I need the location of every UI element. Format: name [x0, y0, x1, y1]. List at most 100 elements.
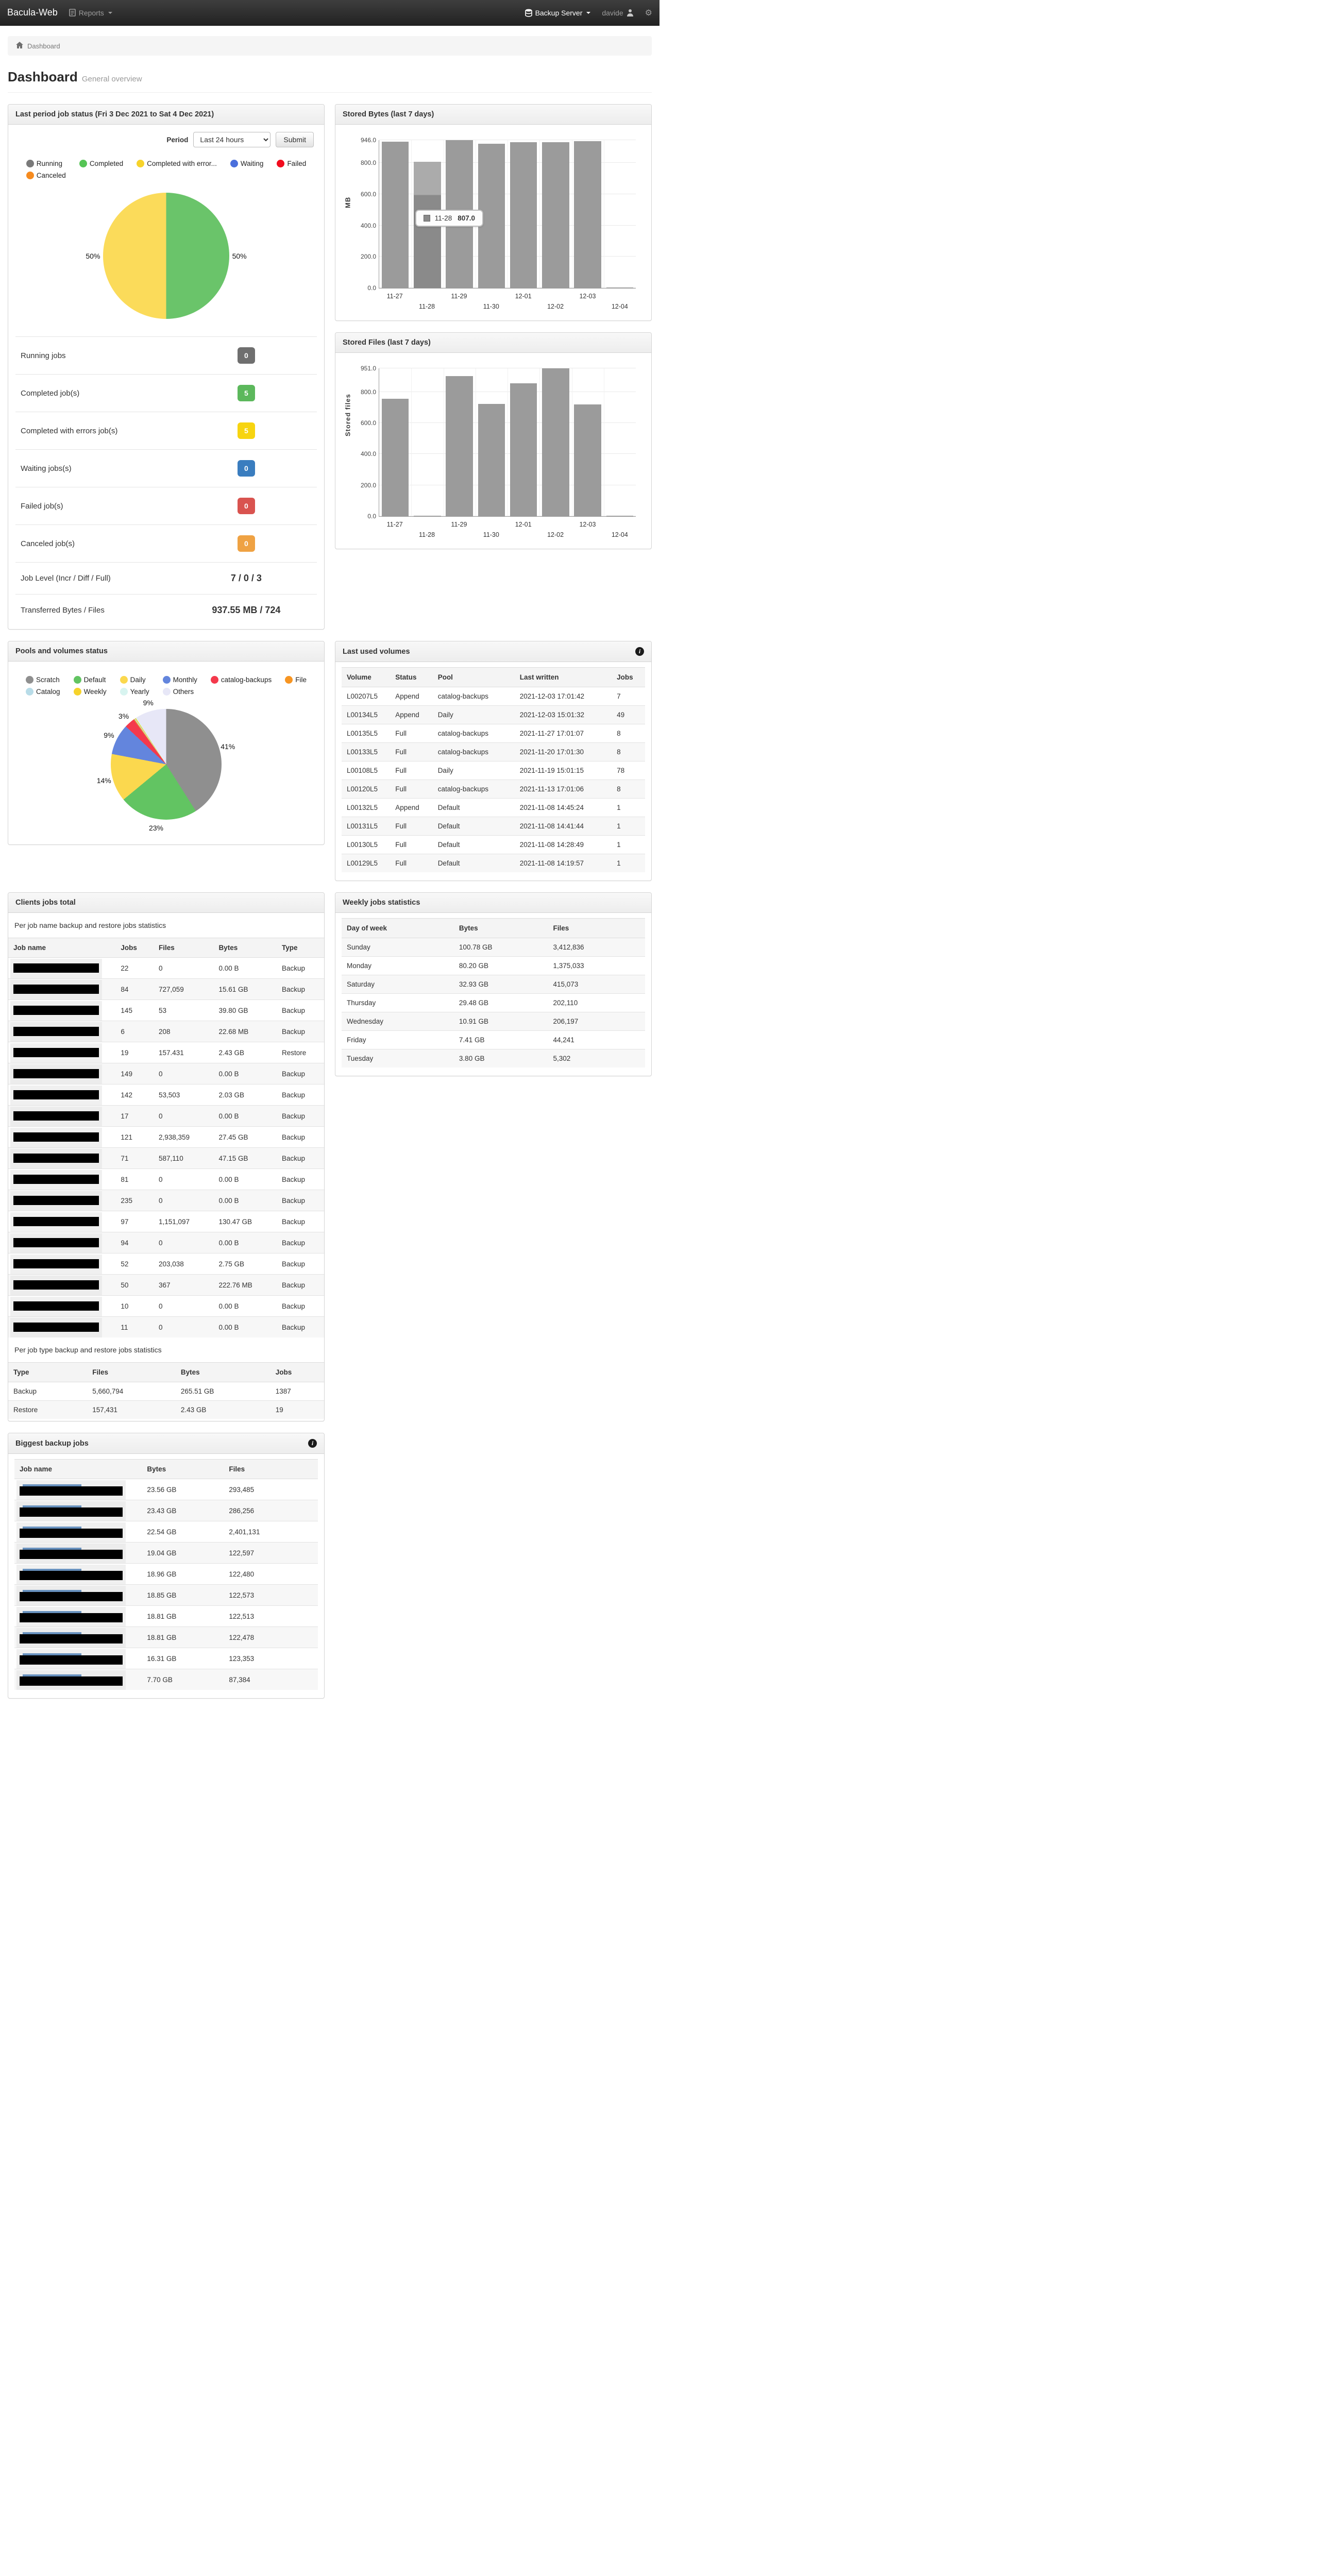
- caret-down-icon: [586, 11, 591, 14]
- pools-pie-chart[interactable]: 41% 23% 14% 9% 3% 9%: [97, 699, 235, 832]
- bar-11-30[interactable]: [478, 404, 505, 516]
- table-cell: 53: [153, 999, 214, 1021]
- bar-12-01[interactable]: [510, 383, 537, 516]
- table-cell: L00130L5: [342, 835, 391, 854]
- redacted-job-name: [10, 1170, 102, 1190]
- table-row: 18.96 GB 122,480: [14, 1563, 318, 1585]
- legend-label: Daily: [130, 676, 146, 684]
- bar-11-29[interactable]: [446, 376, 473, 516]
- redacted-job-name[interactable]: [16, 1628, 126, 1648]
- status-value-zone: 0: [181, 347, 312, 364]
- nav-reports-menu[interactable]: Reports: [69, 9, 112, 17]
- table-cell: [8, 978, 116, 1000]
- panel-title: Biggest backup jobs: [15, 1439, 89, 1448]
- table-cell: 122,480: [224, 1563, 318, 1585]
- redacted-job-name: [10, 1149, 102, 1168]
- status-value-zone: 0: [181, 460, 312, 477]
- table-cell: [14, 1626, 142, 1648]
- submit-button[interactable]: Submit: [276, 132, 314, 147]
- table-row: Backup 5,660,794 265.51 GB 1387: [8, 1382, 324, 1401]
- status-value: 937.55 MB / 724: [212, 605, 281, 615]
- table-cell: 121: [115, 1126, 154, 1148]
- table-body: 22 0 0.00 B Backup 84 727,059 15.61 GB Backup 14…: [8, 958, 324, 1337]
- redaction-bar: [20, 1613, 123, 1622]
- nav-settings[interactable]: ⚙: [645, 8, 652, 18]
- clients-jobs-table: Job name Jobs Files Bytes Type 22 0 0.00 B Backu…: [8, 938, 324, 1337]
- table-cell: 80.20 GB: [453, 956, 548, 975]
- bar-12-01[interactable]: [510, 142, 537, 288]
- table-cell: 44,241: [548, 1030, 645, 1049]
- bar-12-04[interactable]: [606, 287, 633, 288]
- redaction-bar: [13, 963, 99, 973]
- redacted-job-name[interactable]: [16, 1565, 126, 1584]
- table-cell: 2021-11-08 14:28:49: [514, 835, 612, 854]
- table-cell: catalog-backups: [437, 692, 488, 700]
- redacted-job-name: [10, 1255, 102, 1274]
- column-header: Bytes: [142, 1459, 224, 1479]
- table-row: 16.31 GB 123,353: [14, 1648, 318, 1669]
- page-subtitle: General overview: [81, 75, 142, 83]
- table-row: Restore 157,431 2.43 GB 19: [8, 1400, 324, 1419]
- table-cell: Full: [390, 779, 433, 799]
- redacted-job-name[interactable]: [16, 1586, 126, 1605]
- table-cell: Backup: [277, 999, 324, 1021]
- redacted-job-name[interactable]: [16, 1544, 126, 1563]
- nav-user-label: davide: [602, 8, 623, 17]
- redaction-bar: [13, 985, 99, 994]
- job-status-pie-chart[interactable]: 50% 50%: [86, 193, 247, 319]
- redacted-job-name[interactable]: [16, 1480, 126, 1500]
- table-cell: Thursday: [342, 993, 454, 1012]
- x-tick-label: 12-04: [611, 303, 628, 310]
- info-icon[interactable]: i: [308, 1439, 317, 1448]
- tooltip-label: 11-28: [434, 214, 452, 222]
- table-cell: L00129L5: [342, 854, 391, 872]
- redacted-job-name[interactable]: [16, 1607, 126, 1626]
- table-cell: [14, 1605, 142, 1627]
- table-cell: 15.61 GB: [213, 978, 277, 1000]
- table-row: 50 367 222.76 MB Backup: [8, 1274, 324, 1296]
- redaction-bar: [20, 1486, 123, 1496]
- table-row: 7.70 GB 87,384: [14, 1669, 318, 1690]
- table-cell: 2021-11-08 14:19:57: [514, 854, 612, 872]
- period-select[interactable]: Last 24 hours: [193, 132, 271, 147]
- bar-11-27[interactable]: [381, 399, 409, 516]
- nav-backup-server-menu[interactable]: Backup Server: [525, 9, 591, 17]
- y-tick-label: 0.0: [367, 284, 376, 292]
- job-status-summary: Running jobs 0 Completed job(s) 5 Completed …: [15, 336, 317, 626]
- table-cell: 286,256: [224, 1500, 318, 1521]
- legend-color-dot: [210, 676, 218, 684]
- table-cell: 122,513: [224, 1605, 318, 1627]
- type-desc: Per job type backup and restore jobs sta…: [14, 1346, 162, 1354]
- table-header-row: Job name Bytes Files: [14, 1459, 318, 1479]
- table-row: L00120L5 Full catalog-backups 2021-11-13 17…: [342, 779, 645, 799]
- breadcrumb[interactable]: Dashboard: [8, 36, 652, 56]
- bar-12-03[interactable]: [574, 404, 601, 516]
- bar-12-02[interactable]: [542, 142, 569, 288]
- redaction-bar: [13, 1259, 99, 1268]
- job-status-row: Transferred Bytes / Files 937.55 MB / 724: [15, 594, 317, 626]
- pie-slices[interactable]: [111, 709, 222, 820]
- table-row: 22 0 0.00 B Backup: [8, 958, 324, 979]
- table-cell: [14, 1500, 142, 1521]
- bar-12-03[interactable]: [574, 141, 601, 288]
- legend-label: catalog-backups: [221, 676, 272, 684]
- legend-label: Failed: [287, 160, 307, 167]
- table-cell: 11: [115, 1316, 154, 1337]
- redacted-job-name[interactable]: [16, 1649, 126, 1669]
- info-icon[interactable]: i: [635, 647, 644, 656]
- app-brand[interactable]: Bacula-Web: [7, 7, 58, 18]
- bar-11-27[interactable]: [381, 142, 409, 288]
- redacted-job-name[interactable]: [16, 1522, 126, 1542]
- table-row: 81 0 0.00 B Backup: [8, 1168, 324, 1190]
- pie-slices[interactable]: [103, 193, 229, 319]
- redacted-job-name[interactable]: [16, 1501, 126, 1521]
- legend-item: Default: [73, 676, 107, 684]
- bar-12-02[interactable]: [542, 368, 569, 516]
- table-cell: Append: [395, 692, 419, 700]
- redacted-job-name[interactable]: [16, 1670, 126, 1690]
- legend-color-dot: [73, 688, 81, 696]
- legend-item: Daily: [120, 676, 149, 684]
- status-value-zone: 7 / 0 / 3: [181, 573, 312, 584]
- nav-user-menu[interactable]: davide: [602, 9, 633, 17]
- table-cell: 0.00 B: [218, 964, 239, 972]
